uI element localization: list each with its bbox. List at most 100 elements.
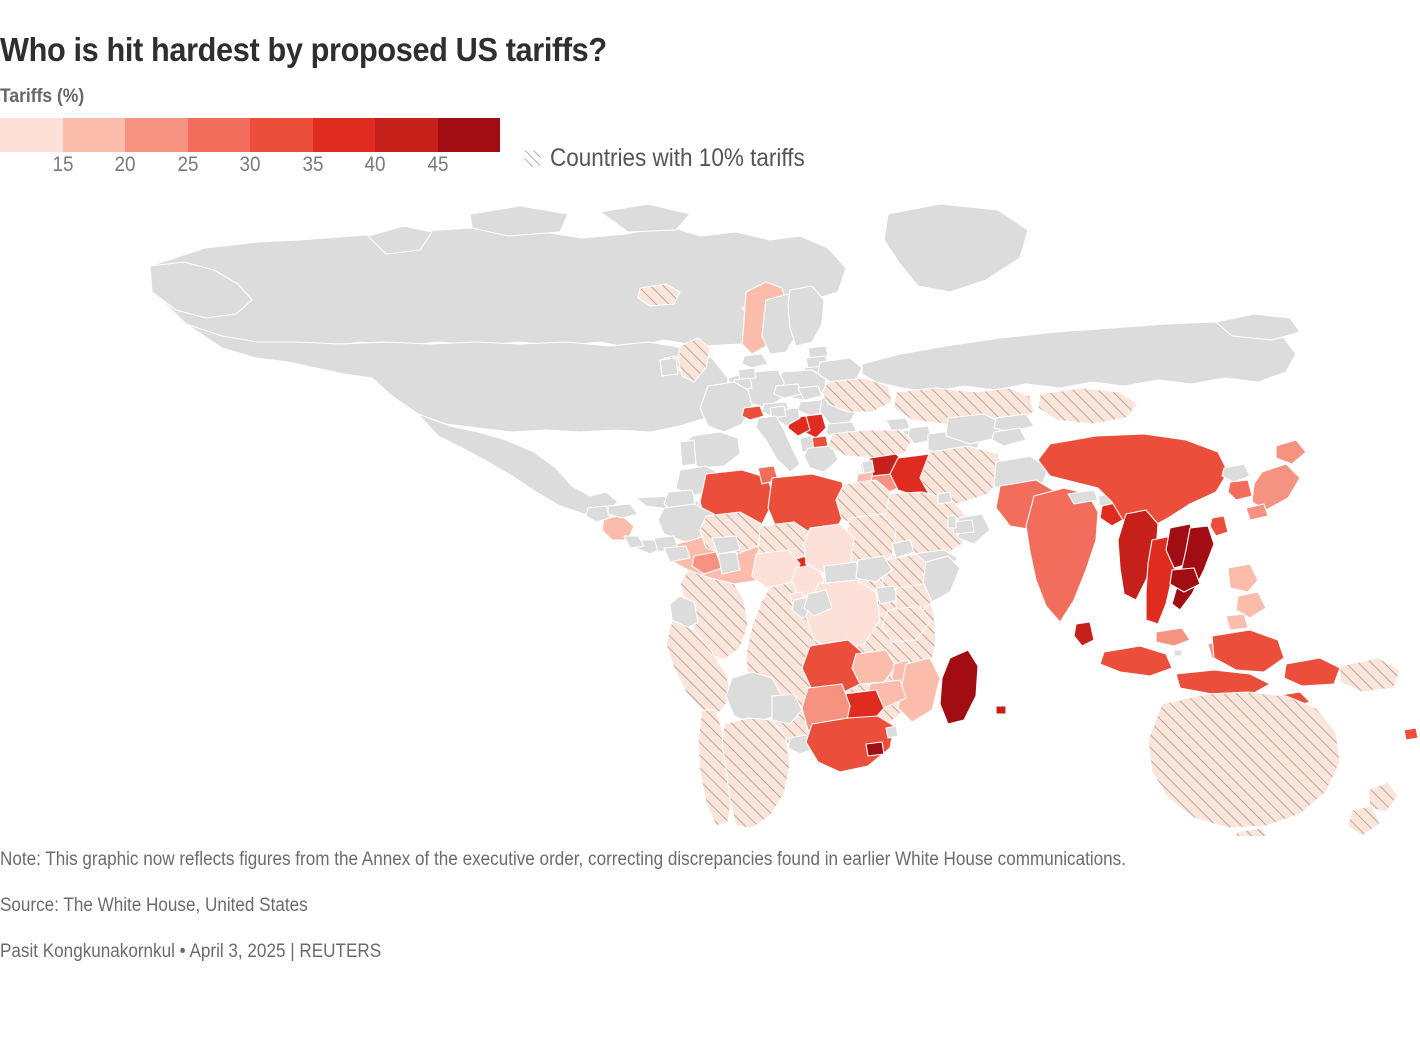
- country-ireland: [659, 357, 679, 377]
- country-qatar: [947, 515, 957, 529]
- legend-tick-40: 40: [364, 153, 386, 176]
- footer: Note: This graphic now reflects figures …: [0, 845, 1420, 966]
- country-costa-rica: [623, 535, 645, 549]
- country-indonesia: [1283, 657, 1341, 687]
- country-iran: [919, 445, 1005, 505]
- country-philippines: [1227, 563, 1259, 593]
- country-finland: [787, 285, 825, 347]
- legend-swatch-2: [125, 118, 188, 152]
- country-eswatini: [885, 725, 899, 739]
- country-new-zealand: [1367, 781, 1399, 813]
- country-madagascar: [939, 649, 979, 725]
- country-netherlands: [737, 367, 757, 381]
- country-malaysia: [1155, 627, 1191, 647]
- hatch-legend: Countries with 10% tariffs: [524, 144, 833, 172]
- country-fiji: [1403, 727, 1419, 741]
- country-switzerland: [741, 405, 765, 421]
- country-kyrgyzstan: [993, 413, 1035, 433]
- hatch-legend-label: Countries with 10% tariffs: [550, 144, 805, 172]
- country-cambodia: [1169, 567, 1201, 593]
- country-greenland: [883, 203, 1029, 293]
- country-canada: [599, 203, 691, 233]
- country-estonia: [807, 345, 829, 359]
- country-turkey: [827, 429, 913, 459]
- legend-tick-15: 15: [51, 153, 74, 176]
- legend-swatches: [0, 118, 500, 152]
- country-tajikistan: [991, 427, 1027, 447]
- legend-swatch-0: [0, 118, 63, 152]
- country-mongolia: [1037, 387, 1139, 425]
- footnote-credit: Pasit Kongkunakornkul • April 3, 2025 | …: [0, 941, 382, 962]
- country-australia: [1235, 827, 1268, 836]
- country-paraguay: [771, 693, 803, 725]
- country-mexico: [417, 413, 619, 515]
- country-denmark: [741, 353, 769, 369]
- country-south-korea: [1227, 479, 1253, 501]
- country-mauritania: [657, 503, 715, 543]
- country-canada: [469, 205, 569, 237]
- country-slovenia: [769, 405, 787, 419]
- country-south-africa: [805, 715, 895, 773]
- country-angola: [801, 639, 865, 697]
- legend-tick-45: 45: [426, 153, 449, 176]
- country-canada: [149, 225, 847, 349]
- country-honduras: [607, 503, 639, 519]
- page-title: Who is hit hardest by proposed US tariff…: [0, 31, 607, 69]
- legend: Tariffs (%) 15 20 25 30 35 40 45 Countries wit…: [0, 86, 1000, 178]
- legend-swatch-1: [62, 118, 125, 152]
- country-france: [699, 381, 753, 433]
- country-iceland: [637, 283, 681, 307]
- country-ukraine: [821, 377, 893, 413]
- country-guatemala: [585, 505, 611, 523]
- footnote-note: Note: This graphic now reflects figures …: [0, 849, 1126, 870]
- country-belarus: [817, 357, 863, 383]
- country-canada: [367, 225, 433, 255]
- legend-tick-30: 30: [239, 153, 261, 176]
- country-portugal: [679, 439, 697, 467]
- country-azerbaijan: [907, 425, 933, 445]
- legend-swatch-5: [312, 118, 375, 152]
- country-india: [1025, 487, 1099, 623]
- country-kuwait: [937, 491, 953, 505]
- country-burkina-faso: [711, 535, 741, 555]
- country-singapore: [1173, 649, 1183, 657]
- legend-swatch-7: [437, 118, 500, 152]
- country-united-states: [149, 261, 253, 319]
- legend-tick-20: 20: [114, 153, 136, 176]
- map-svg: [149, 203, 1419, 836]
- country-eritrea: [891, 539, 915, 559]
- legend-ticks: 15 20 25 30 35 40 45: [0, 152, 560, 178]
- country-mauritius: [995, 705, 1007, 715]
- country-united-arab-emirates: [951, 519, 975, 535]
- legend-scale: 15 20 25 30 35 40 45 Countries with 10% tariff…: [0, 118, 1000, 178]
- legend-tick-25: 25: [176, 153, 199, 176]
- country-taiwan: [1209, 515, 1229, 537]
- country-lesotho: [865, 741, 885, 757]
- legend-swatch-6: [375, 118, 438, 152]
- footnote-source: Source: The White House, United States: [0, 895, 308, 916]
- country-ivory-coast: [691, 551, 723, 575]
- country-sri-lanka: [1073, 621, 1095, 647]
- hatch-swatch-icon: [524, 150, 541, 166]
- country-japan: [1251, 463, 1301, 511]
- country-italy: [755, 415, 801, 473]
- country-guinea: [663, 545, 691, 563]
- country-north-korea: [1221, 463, 1251, 483]
- country-lebanon: [861, 459, 875, 475]
- country-japan: [1275, 439, 1307, 465]
- legend-title: Tariffs (%): [0, 86, 85, 107]
- country-united-states: [185, 323, 729, 433]
- country-new-zealand: [1347, 805, 1381, 836]
- legend-tick-35: 35: [301, 153, 324, 176]
- country-myanmar: [1117, 509, 1159, 601]
- country-peru: [665, 619, 733, 713]
- country-china: [1037, 433, 1229, 531]
- country-ghana: [717, 551, 741, 575]
- country-indonesia: [1099, 645, 1173, 677]
- country-czechia: [773, 383, 803, 399]
- world-choropleth-map: [0, 196, 1420, 836]
- country-indonesia: [1175, 669, 1271, 695]
- country-philippines: [1235, 591, 1267, 619]
- country-south-sudan: [855, 555, 893, 583]
- country-greece: [803, 445, 839, 473]
